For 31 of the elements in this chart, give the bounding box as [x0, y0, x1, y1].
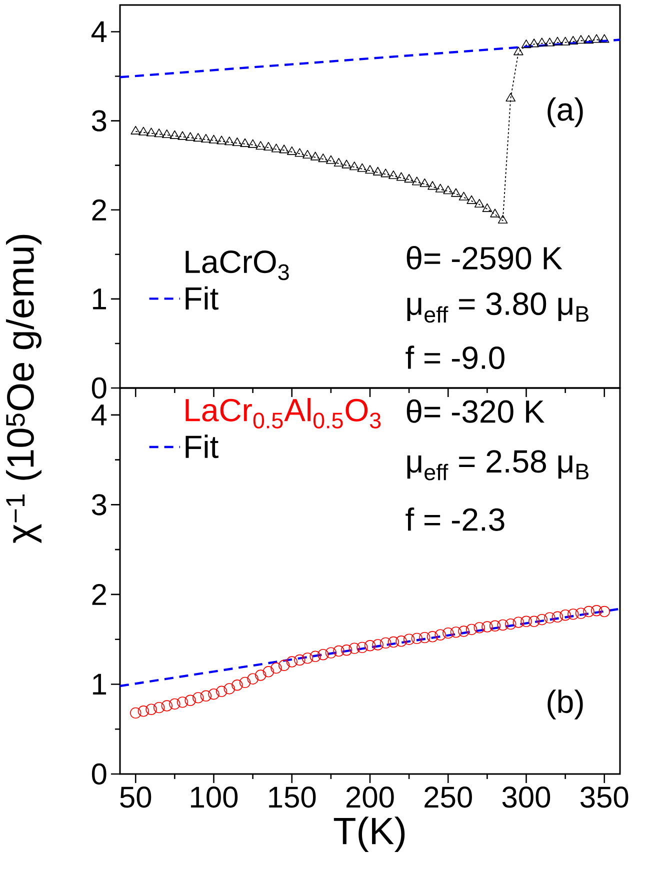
x-axis-title: T(K) — [334, 816, 405, 852]
x-tick-label: 350 — [580, 786, 628, 808]
legend-label: Fit — [186, 434, 218, 458]
annotation: f = -9.0 — [406, 346, 504, 370]
y-tick-label: 0 — [92, 763, 106, 785]
y-tick-label: 3 — [92, 494, 106, 516]
annotation: (b) — [548, 690, 583, 720]
annotation: μ$_{eff}$ = 2.58 μ$_{B}$ — [407, 450, 588, 480]
text: LaCr$_{0.5}$Al$_{0.5}$O$_{3}$ — [186, 398, 381, 428]
legend-label: LaCrO$_{3}$ — [186, 250, 289, 280]
y-tick-label: 4 — [91, 21, 107, 42]
annotation: (a) — [548, 97, 583, 128]
x-tick-label: 50 — [120, 786, 152, 808]
y-tick-label: 1 — [93, 288, 106, 310]
y-tick-label: 0 — [92, 377, 106, 399]
annotation: θ= -2590 K — [406, 246, 562, 270]
legend-label: Fit — [186, 286, 218, 310]
x-tick-label: 300 — [502, 786, 550, 808]
y-tick-label: 3 — [92, 110, 106, 132]
y-tick-label: 1 — [93, 674, 106, 695]
annotation: θ= -320 K — [406, 399, 544, 423]
x-tick-label: 200 — [346, 786, 394, 808]
y-axis-title: χ$^{−1}$ (10$^{5}$Oe g/emu) — [6, 234, 42, 544]
x-tick-label: 250 — [424, 786, 472, 808]
x-tick-label: 100 — [191, 786, 238, 808]
y-tick-label: 4 — [91, 404, 107, 426]
annotation: μ$_{eff}$ = 3.80 μ$_{B}$ — [407, 292, 588, 323]
y-tick-label: 2 — [92, 584, 106, 605]
y-tick-label: 2 — [92, 199, 106, 220]
x-tick-label: 150 — [269, 786, 316, 808]
annotation: f = -2.3 — [406, 508, 504, 531]
